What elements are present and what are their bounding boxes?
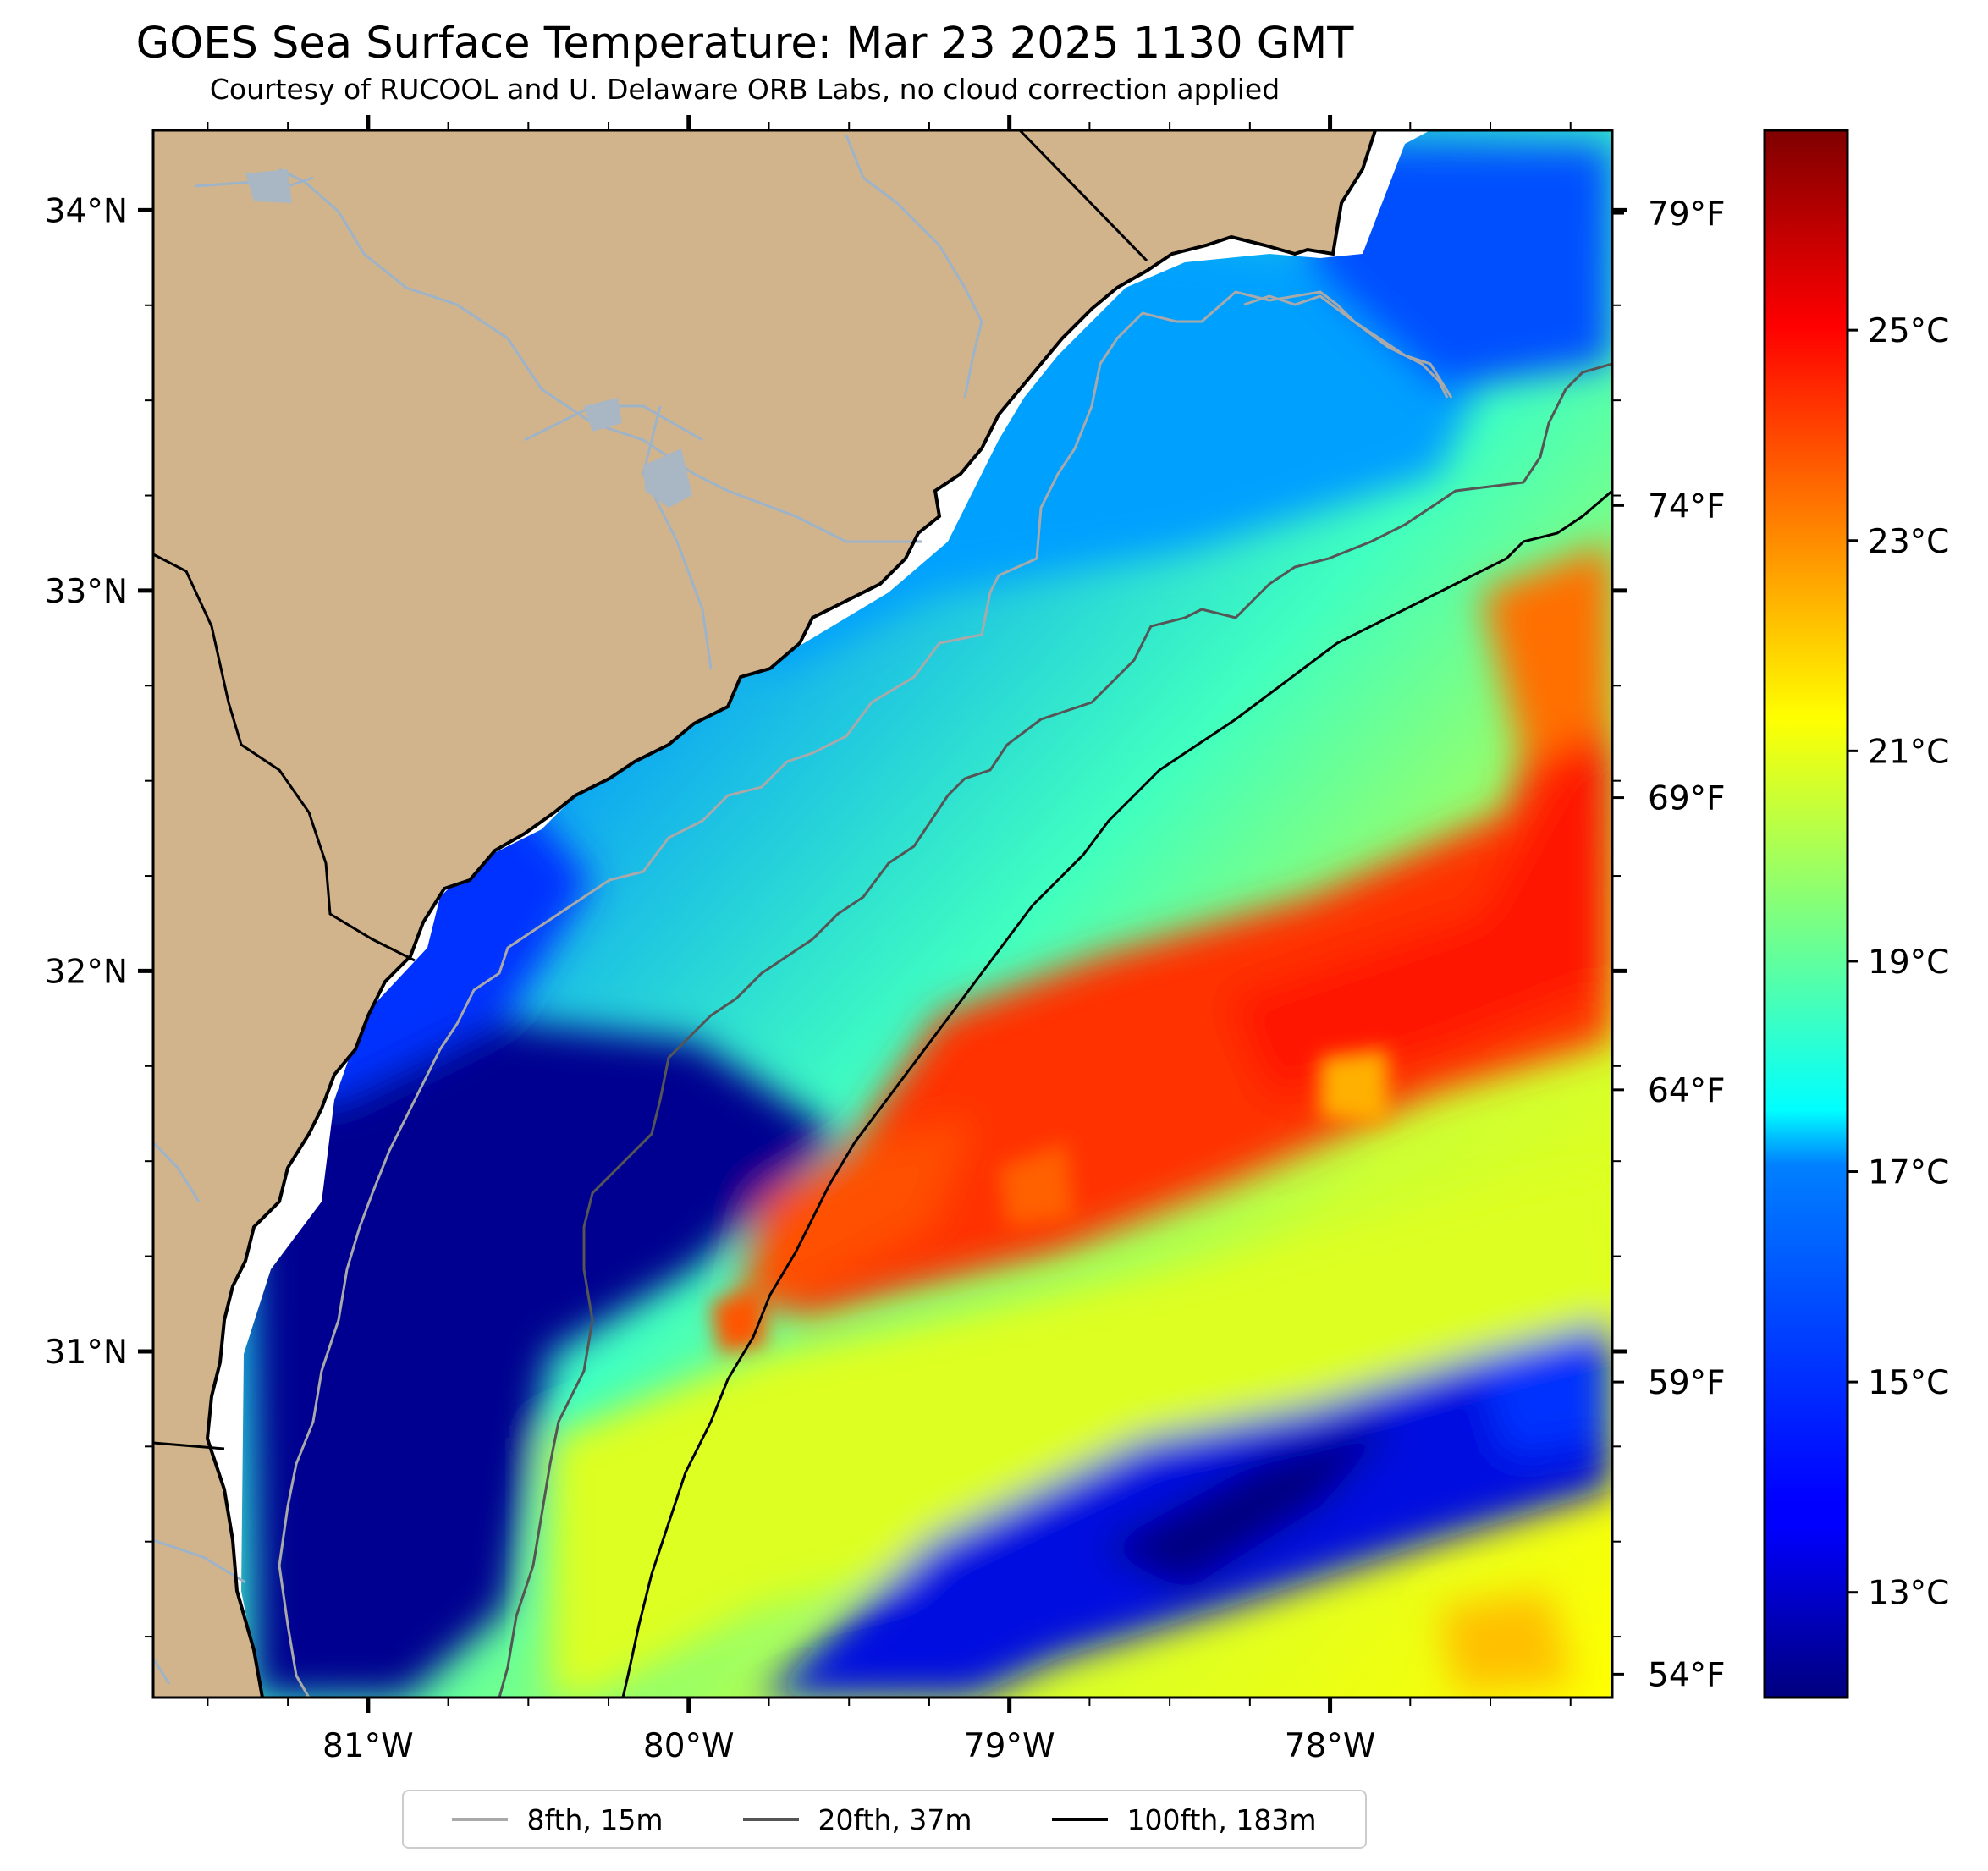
legend-swatch-8fth <box>452 1818 509 1821</box>
celsius-tick-label: 13°C <box>1868 1575 1949 1613</box>
legend-entry-20fth: 20fth, 37m <box>743 1803 972 1836</box>
celsius-tick-label: 19°C <box>1868 944 1949 982</box>
fahrenheit-tick-label: 59°F <box>1648 1364 1726 1402</box>
lat-tick-label: 31°N <box>45 1334 128 1372</box>
legend-label-8fth: 8fth, 15m <box>526 1802 664 1836</box>
celsius-tick-label: 21°C <box>1868 733 1949 771</box>
legend-entry-100fth: 100fth, 183m <box>1052 1803 1316 1836</box>
lon-tick-label: 78°W <box>1285 1727 1376 1765</box>
lat-tick-label: 33°N <box>45 573 128 611</box>
lake-3 <box>584 398 622 432</box>
lake-2 <box>643 448 692 508</box>
colorbar: 13°C 15°C 17°C 19°C 21°C 23°C 25°C 54°F 59°F 64°F… <box>1612 129 1949 1699</box>
fahrenheit-tick-label: 69°F <box>1648 780 1726 818</box>
celsius-tick-label: 15°C <box>1868 1364 1949 1402</box>
celsius-tick-label: 23°C <box>1868 523 1949 561</box>
lat-tick-label: 34°N <box>45 192 128 230</box>
fahrenheit-tick-label: 74°F <box>1648 487 1726 526</box>
legend-swatch-20fth <box>743 1818 800 1821</box>
legend-swatch-100fth <box>1052 1818 1109 1821</box>
chart-title: GOES Sea Surface Temperature: Mar 23 202… <box>135 19 1354 69</box>
lat-tick-label: 32°N <box>45 953 128 991</box>
map-axes: 81°W 80°W 79°W 78°W 34°N 33°N 32°N 31°N <box>45 115 1627 1765</box>
lon-tick-label: 79°W <box>964 1727 1055 1765</box>
coastline <box>205 130 1377 1698</box>
legend-entry-8fth: 8fth, 15m <box>452 1802 664 1836</box>
map-area <box>153 130 1612 1698</box>
lon-tick-label: 81°W <box>322 1727 414 1765</box>
map-frame <box>151 129 1614 1699</box>
state-borders <box>153 130 1148 1450</box>
colorbar-gradient <box>1763 129 1849 1699</box>
legend-label-20fth: 20fth, 37m <box>818 1802 972 1836</box>
legend-label-100fth: 100fth, 183m <box>1126 1802 1317 1836</box>
contour-8fth <box>278 290 1453 1698</box>
celsius-tick-label: 25°C <box>1868 312 1949 350</box>
lon-tick-label: 80°W <box>643 1727 735 1765</box>
contour-20fth <box>498 362 1612 1698</box>
fahrenheit-tick-label: 54°F <box>1648 1656 1726 1694</box>
contour-legend: 8fth, 15m 20fth, 37m 100fth, 183m <box>402 1790 1367 1849</box>
lake-1 <box>245 169 292 203</box>
fahrenheit-tick-label: 64°F <box>1648 1072 1726 1110</box>
map-svg: 81°W 80°W 79°W 78°W 34°N 33°N 32°N 31°N 13°C 15°… <box>45 115 1949 1765</box>
contour-100fth <box>621 489 1612 1698</box>
fahrenheit-tick-label: 79°F <box>1648 195 1726 234</box>
chart-subtitle: Courtesy of RUCOOL and U. Delaware ORB L… <box>209 73 1280 106</box>
celsius-tick-label: 17°C <box>1868 1154 1949 1192</box>
colorbar-ticks: 13°C 15°C 17°C 19°C 21°C 23°C 25°C 54°F 59°F 64°F… <box>1612 195 1949 1694</box>
land <box>153 130 1375 1698</box>
rivers <box>153 135 983 1685</box>
